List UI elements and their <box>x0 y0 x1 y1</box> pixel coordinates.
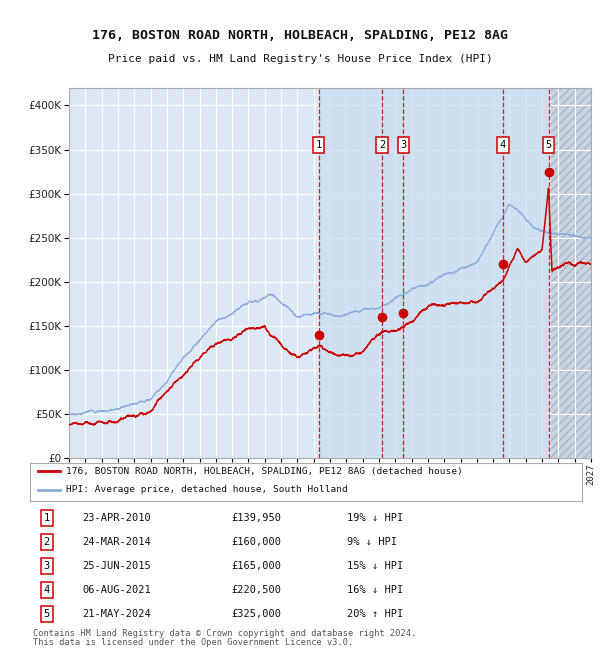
Text: Price paid vs. HM Land Registry's House Price Index (HPI): Price paid vs. HM Land Registry's House … <box>107 53 493 64</box>
Text: 16% ↓ HPI: 16% ↓ HPI <box>347 586 404 595</box>
Text: 25-JUN-2015: 25-JUN-2015 <box>82 562 151 571</box>
Text: 4: 4 <box>500 140 506 150</box>
Text: 5: 5 <box>545 140 552 150</box>
Text: 1: 1 <box>316 140 322 150</box>
Text: £220,500: £220,500 <box>232 586 281 595</box>
Text: HPI: Average price, detached house, South Holland: HPI: Average price, detached house, Sout… <box>66 486 347 495</box>
Text: 19% ↓ HPI: 19% ↓ HPI <box>347 514 404 523</box>
Text: 15% ↓ HPI: 15% ↓ HPI <box>347 562 404 571</box>
Text: 24-MAR-2014: 24-MAR-2014 <box>82 538 151 547</box>
Text: 2: 2 <box>379 140 385 150</box>
Bar <box>319 88 548 458</box>
Text: £325,000: £325,000 <box>232 610 281 619</box>
Text: 23-APR-2010: 23-APR-2010 <box>82 514 151 523</box>
Text: £139,950: £139,950 <box>232 514 281 523</box>
Text: This data is licensed under the Open Government Licence v3.0.: This data is licensed under the Open Gov… <box>33 638 353 647</box>
Text: 2: 2 <box>43 538 50 547</box>
Text: 21-MAY-2024: 21-MAY-2024 <box>82 610 151 619</box>
Text: 06-AUG-2021: 06-AUG-2021 <box>82 586 151 595</box>
Text: 176, BOSTON ROAD NORTH, HOLBEACH, SPALDING, PE12 8AG: 176, BOSTON ROAD NORTH, HOLBEACH, SPALDI… <box>92 29 508 42</box>
Text: Contains HM Land Registry data © Crown copyright and database right 2024.: Contains HM Land Registry data © Crown c… <box>33 629 416 638</box>
Text: £165,000: £165,000 <box>232 562 281 571</box>
Text: 4: 4 <box>43 586 50 595</box>
Text: 1: 1 <box>43 514 50 523</box>
Text: 3: 3 <box>400 140 407 150</box>
Text: £160,000: £160,000 <box>232 538 281 547</box>
Text: 176, BOSTON ROAD NORTH, HOLBEACH, SPALDING, PE12 8AG (detached house): 176, BOSTON ROAD NORTH, HOLBEACH, SPALDI… <box>66 467 463 476</box>
Text: 20% ↑ HPI: 20% ↑ HPI <box>347 610 404 619</box>
Text: 5: 5 <box>43 610 50 619</box>
Text: 9% ↓ HPI: 9% ↓ HPI <box>347 538 397 547</box>
Text: 3: 3 <box>43 562 50 571</box>
Bar <box>551 88 591 458</box>
